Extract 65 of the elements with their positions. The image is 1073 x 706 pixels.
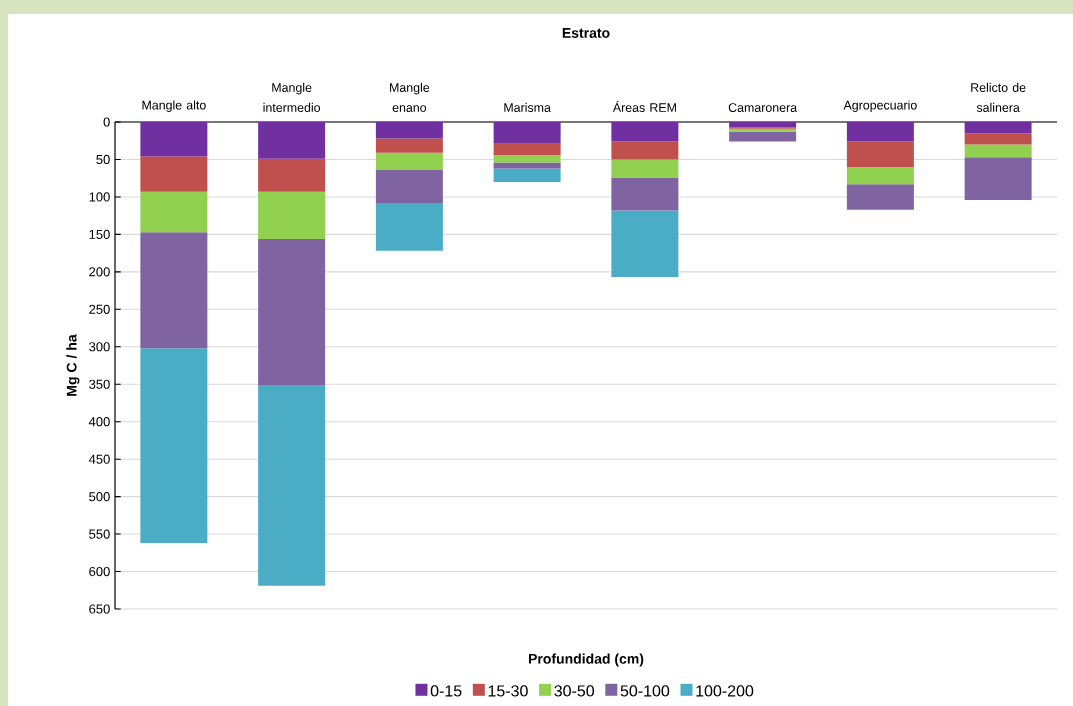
bar <box>140 348 208 544</box>
bar <box>258 191 326 239</box>
bar <box>493 122 561 144</box>
x-tick-label: Agropecuario <box>843 100 917 112</box>
bar <box>493 143 561 155</box>
bar <box>611 141 679 160</box>
bar <box>375 138 443 153</box>
bar <box>375 203 443 251</box>
y-tick-label: 450 <box>88 454 110 464</box>
bar <box>964 157 1032 200</box>
bar <box>611 159 679 178</box>
legend-label: 30-50 <box>554 685 595 697</box>
bar <box>258 122 326 159</box>
y-tick-label: 200 <box>89 267 110 277</box>
bar <box>493 162 561 169</box>
x-tick-label: Mangle alto <box>142 100 206 112</box>
y-tick-label: 150 <box>89 229 110 239</box>
bar <box>964 144 1032 158</box>
y-tick-label: 400 <box>88 417 110 427</box>
x-tick-label: Camaronera <box>728 103 798 112</box>
bar <box>493 168 561 182</box>
bar <box>258 385 326 586</box>
legend-label: 100-200 <box>696 685 754 697</box>
y-tick-label: 550 <box>89 529 110 539</box>
x-tick-label: Mangle enano <box>390 82 430 112</box>
y-tick-label: 50 <box>96 154 110 165</box>
bar <box>493 154 561 163</box>
bar <box>964 122 1032 134</box>
bar <box>729 122 797 128</box>
y-tick-label: 100 <box>89 192 110 202</box>
bar <box>611 122 679 142</box>
bar <box>964 133 1032 145</box>
legend-label: 15-30 <box>488 685 528 697</box>
bar <box>611 210 679 278</box>
bar <box>140 122 208 157</box>
bar <box>375 122 443 139</box>
bar <box>375 152 443 170</box>
bar <box>258 238 326 386</box>
bar <box>729 131 797 142</box>
chart-title: Estrato <box>562 28 610 38</box>
bar <box>846 141 914 167</box>
y-tick-label: 0 <box>103 117 110 127</box>
y-tick-label: 650 <box>89 604 110 614</box>
y-tick-label: 600 <box>89 566 110 577</box>
legend-label: 50-100 <box>620 685 670 697</box>
x-tick-label: Áreas REM <box>612 101 676 112</box>
y-tick-label: 500 <box>89 492 110 502</box>
bar <box>611 177 679 211</box>
x-axis-title: Profundidad (cm) <box>529 653 644 667</box>
bar <box>140 156 208 192</box>
bar <box>846 184 914 210</box>
bar <box>375 169 443 204</box>
y-tick-label: 300 <box>89 342 110 352</box>
bar <box>258 158 326 192</box>
x-tick-label: Mangle intermedio <box>263 82 321 112</box>
bar <box>140 232 208 349</box>
bar <box>846 166 914 185</box>
y-tick-label: 250 <box>89 304 110 314</box>
bar <box>140 191 208 233</box>
x-tick-label: Marisma <box>504 102 551 112</box>
legend-label: 0-15 <box>430 685 462 697</box>
y-tick-label: 350 <box>89 379 110 389</box>
y-axis-title: Mg C / ha <box>66 334 80 396</box>
bar <box>846 122 914 142</box>
x-tick-label: Relicto de salinera <box>971 82 1026 112</box>
